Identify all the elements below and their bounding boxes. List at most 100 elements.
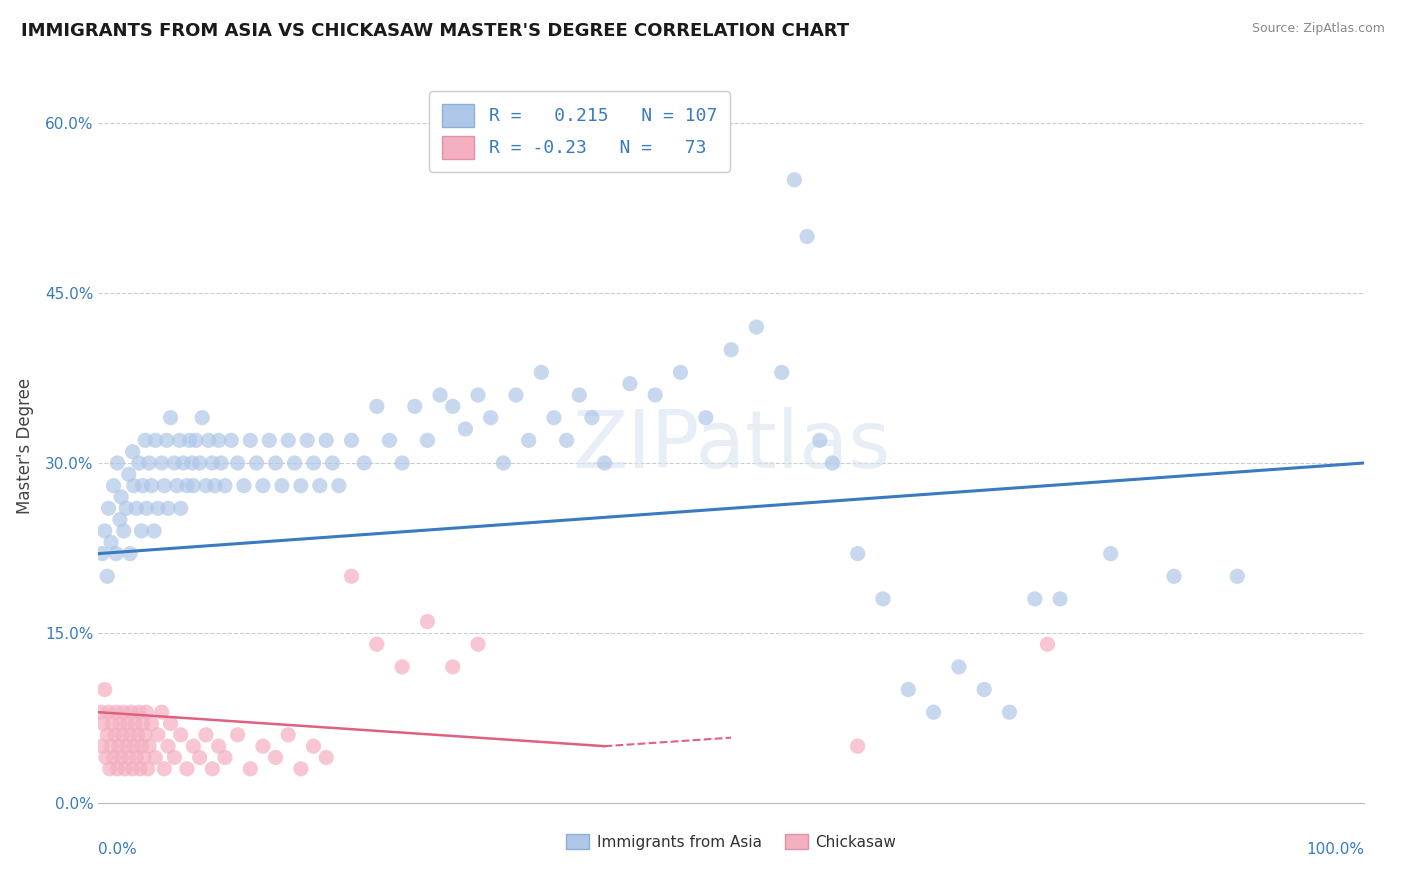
Point (125, 750, 148, 764)
Point (194, 728, 217, 742)
Point (214, 478, 236, 492)
Point (141, 478, 163, 492)
Point (131, 524, 153, 538)
Point (159, 410, 181, 425)
Point (172, 456, 194, 470)
Point (208, 739, 231, 754)
Point (441, 660, 464, 674)
Point (783, 173, 806, 187)
Point (194, 478, 217, 492)
Point (555, 434, 578, 448)
Point (107, 739, 129, 754)
Point (264, 750, 287, 764)
Point (181, 456, 204, 470)
Point (166, 478, 188, 492)
Point (176, 478, 198, 492)
Point (530, 365, 553, 379)
Point (209, 456, 232, 470)
Point (132, 716, 155, 731)
Point (93, 716, 115, 731)
Point (252, 478, 274, 492)
Legend: Immigrants from Asia, Chickasaw: Immigrants from Asia, Chickasaw (560, 828, 903, 855)
Text: 100.0%: 100.0% (1306, 842, 1364, 857)
Point (183, 739, 205, 754)
Point (315, 750, 337, 764)
Point (111, 728, 134, 742)
Point (138, 456, 160, 470)
Point (1036, 637, 1059, 651)
Point (105, 547, 128, 561)
Point (391, 456, 413, 470)
Point (132, 750, 155, 764)
Point (103, 478, 125, 492)
Point (103, 750, 125, 764)
Point (120, 547, 141, 561)
Text: ZIPatlas: ZIPatlas (572, 407, 890, 485)
Point (695, 410, 717, 425)
Point (132, 478, 155, 492)
Point (96, 728, 118, 742)
Point (543, 410, 565, 425)
Point (246, 456, 269, 470)
Point (127, 728, 149, 742)
Text: 0.0%: 0.0% (98, 842, 138, 857)
Point (146, 501, 169, 516)
Point (720, 343, 742, 357)
Point (179, 434, 201, 448)
Point (872, 591, 894, 606)
Point (120, 728, 141, 742)
Point (134, 728, 156, 742)
Point (169, 434, 191, 448)
Point (321, 456, 344, 470)
Point (112, 705, 135, 719)
Point (1024, 591, 1046, 606)
Point (302, 739, 325, 754)
Point (91, 739, 114, 754)
Point (135, 501, 157, 516)
Point (163, 456, 186, 470)
Point (290, 478, 312, 492)
Point (153, 762, 176, 776)
Point (145, 434, 166, 448)
Point (118, 750, 141, 764)
Point (94, 750, 117, 764)
Point (107, 456, 129, 470)
Point (93, 682, 117, 697)
Point (101, 716, 124, 731)
Point (290, 762, 312, 776)
Point (1226, 569, 1249, 583)
Point (121, 762, 143, 776)
Point (157, 501, 180, 516)
Point (201, 456, 224, 470)
Point (208, 434, 231, 448)
Point (226, 728, 249, 742)
Point (770, 365, 793, 379)
Point (593, 456, 616, 470)
Point (128, 456, 150, 470)
Point (1099, 547, 1122, 561)
Point (233, 478, 256, 492)
Point (219, 434, 243, 448)
Point (150, 456, 173, 470)
Point (505, 388, 527, 402)
Point (441, 400, 464, 414)
Point (669, 365, 692, 379)
Point (197, 434, 219, 448)
Point (124, 716, 146, 731)
Point (105, 705, 128, 719)
Point (131, 739, 153, 754)
Point (134, 434, 156, 448)
Point (259, 434, 281, 448)
Point (159, 716, 181, 731)
Point (114, 762, 136, 776)
Point (846, 547, 869, 561)
Point (239, 434, 262, 448)
Point (454, 422, 477, 436)
Point (163, 750, 186, 764)
Point (153, 478, 176, 492)
Point (416, 434, 439, 448)
Point (391, 660, 413, 674)
Point (277, 728, 299, 742)
Point (120, 705, 142, 719)
Point (416, 615, 439, 629)
